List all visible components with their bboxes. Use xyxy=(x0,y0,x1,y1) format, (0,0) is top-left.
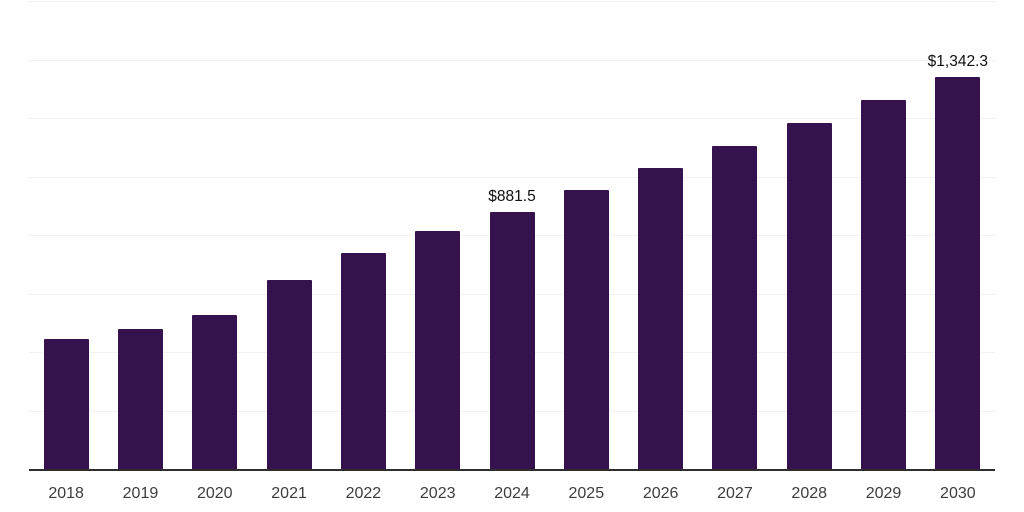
bar-2027 xyxy=(712,146,758,470)
x-tick-label-2021: 2021 xyxy=(271,485,307,502)
x-tick-label-2030: 2030 xyxy=(940,485,976,502)
x-tick-label-2019: 2019 xyxy=(122,485,159,502)
bar-2025 xyxy=(563,190,609,470)
data-label-2030: $1,342.3 xyxy=(927,53,989,71)
x-tick-label-2029: 2029 xyxy=(865,485,902,502)
bar-2024 xyxy=(489,212,535,470)
bar-2022 xyxy=(340,252,386,470)
x-tick-label-2026: 2026 xyxy=(642,485,679,502)
bar-2026 xyxy=(638,168,684,470)
x-axis-line xyxy=(29,469,995,471)
x-tick-label-2023: 2023 xyxy=(419,485,456,502)
data-label-2024: $881.5 xyxy=(488,188,536,206)
bar-2020 xyxy=(192,314,238,470)
bar-2029 xyxy=(861,99,907,470)
x-tick-label-2022: 2022 xyxy=(345,485,382,502)
x-tick-label-2028: 2028 xyxy=(791,485,828,502)
bar-2023 xyxy=(415,231,461,470)
x-tick-label-2020: 2020 xyxy=(196,485,233,502)
x-tick-label-2025: 2025 xyxy=(568,485,605,502)
bar-2028 xyxy=(786,123,832,470)
x-tick-label-2024: 2024 xyxy=(494,485,530,502)
gridline-1600 xyxy=(29,1,995,2)
bar-2018 xyxy=(43,338,89,470)
bar-2019 xyxy=(117,329,163,470)
gridline-1200 xyxy=(29,118,995,119)
x-tick-label-2018: 2018 xyxy=(48,485,84,502)
gridline-1000 xyxy=(29,176,995,178)
bar-2021 xyxy=(266,280,312,470)
x-tick-label-2027: 2027 xyxy=(717,485,753,502)
gridline-1400 xyxy=(29,59,995,61)
bar-2030 xyxy=(935,77,981,470)
